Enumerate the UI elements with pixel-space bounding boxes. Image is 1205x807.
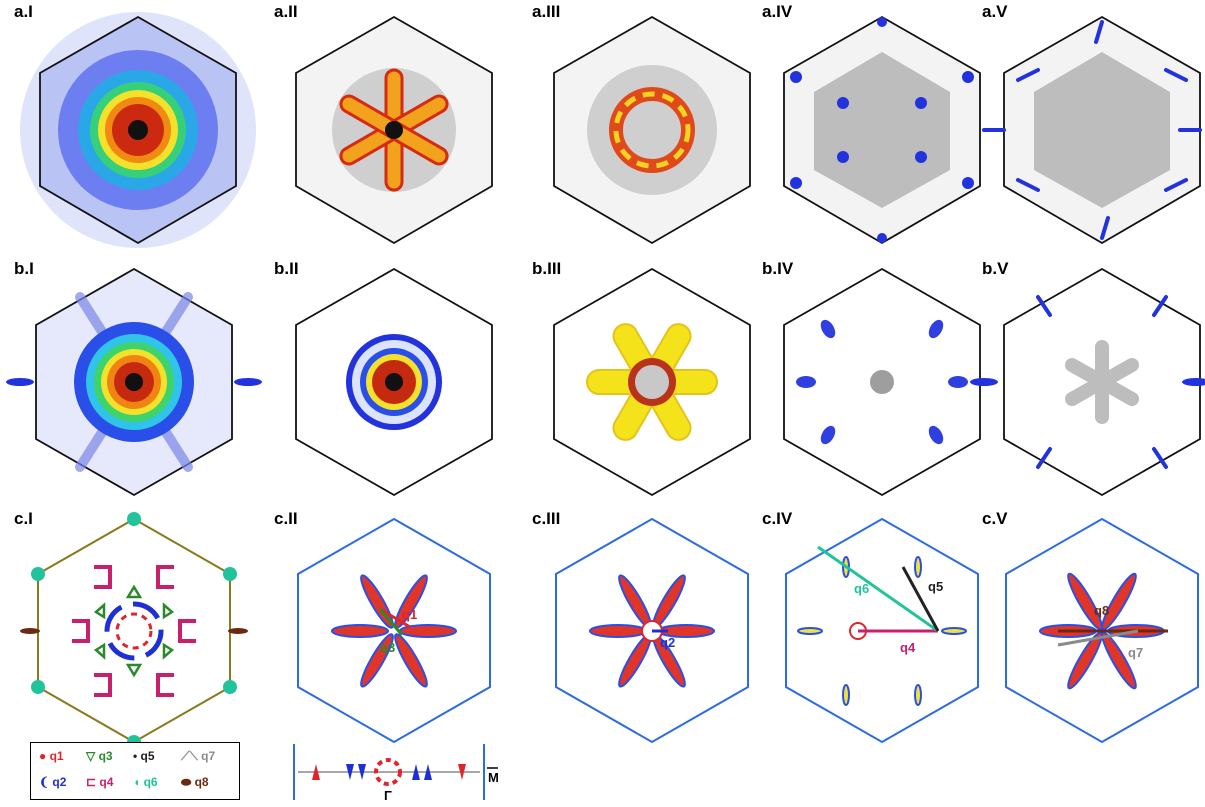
panel-label: a.I: [14, 2, 33, 21]
panel-a-V: a.V: [978, 0, 1203, 245]
panel-b-I: b.I: [6, 257, 262, 502]
strip-diagram: Γ M: [293, 744, 499, 803]
panel-label: b.IV: [762, 259, 794, 278]
panel-b-IV: b.IV: [758, 257, 983, 502]
legend-q1-icon: ●: [39, 749, 47, 763]
panel-label: a.IV: [762, 2, 793, 21]
panel-b-II: b.II: [270, 257, 495, 502]
spin-texture-strip: Γ M: [288, 742, 508, 803]
legend-q8-icon: ⬬: [181, 775, 192, 789]
panel-b-V: b.V: [970, 257, 1205, 502]
vector-label-q7: q7: [1128, 645, 1143, 660]
map-b-III: [553, 267, 751, 497]
panel-c-IV: c.IV q4 q6 q5: [758, 507, 983, 752]
legend-q2: ❨ q2: [39, 775, 66, 789]
panel-a-I: a.I: [10, 0, 256, 248]
panel-label: b.V: [982, 259, 1009, 278]
panel-c-I: c.I: [10, 507, 248, 752]
panel-label: b.III: [532, 259, 562, 278]
legend-q2-label: q2: [52, 775, 67, 789]
schematic-c-IV: q4 q6 q5: [785, 517, 979, 744]
legend-q6-icon: ◖: [133, 775, 141, 789]
legend-q7-label: q7: [201, 749, 216, 763]
panel-label: c.I: [14, 509, 33, 528]
panel-label: c.IV: [762, 509, 793, 528]
schematic-c-III: q2: [555, 517, 749, 744]
legend-q4: ⊏ q4: [86, 775, 113, 789]
legend-q3-label: q3: [98, 749, 113, 763]
panel-label: a.III: [532, 2, 561, 21]
map-a-II: [295, 15, 493, 245]
map-a-III: [553, 15, 751, 245]
map-a-IV: [783, 15, 981, 245]
panel-label: b.I: [14, 259, 34, 278]
legend-q7-icon: ⟋⟍: [181, 749, 198, 763]
map-b-I: [6, 267, 262, 497]
legend-q1-label: q1: [49, 749, 64, 763]
legend-q6: ◖ q6: [133, 775, 158, 789]
panel-label: b.II: [274, 259, 299, 278]
legend-q5-icon: •: [133, 749, 138, 763]
legend-q3: ▽ q3: [86, 749, 113, 763]
legend-q4-label: q4: [99, 775, 114, 789]
vector-label-q5: q5: [928, 579, 943, 594]
vector-label-q1: q1: [402, 607, 417, 622]
panel-c-II: c.II q1 q3: [270, 507, 495, 752]
legend-q4-icon: ⊏: [86, 775, 97, 789]
schematic-c-V: q8 q7: [1005, 517, 1199, 744]
panel-label: c.V: [982, 509, 1008, 528]
map-b-V: [970, 267, 1205, 497]
legend-q2-icon: ❨: [39, 775, 50, 789]
legend-q8-label: q8: [194, 775, 209, 789]
panel-label: a.II: [274, 2, 298, 21]
legend-q6-label: q6: [143, 775, 158, 789]
legend-q5: • q5: [133, 749, 155, 763]
legend-q8: ⬬ q8: [181, 775, 209, 790]
map-b-IV: [783, 267, 981, 497]
vector-label-q2: q2: [660, 635, 675, 650]
vector-label-q3: q3: [380, 640, 395, 655]
legend: ● q1 ▽ q3 • q5 ⟋⟍ q7 ❨ q2 ⊏ q4 ◖ q6 ⬬ q8: [30, 742, 240, 800]
schematic-c-II: q1 q3: [297, 517, 491, 744]
strip-m: M: [488, 770, 499, 785]
panel-label: a.V: [982, 2, 1008, 21]
legend-q3-icon: ▽: [86, 749, 96, 763]
vector-label-q4: q4: [900, 640, 916, 655]
strip-gamma: Γ: [384, 788, 392, 802]
legend-q7: ⟋⟍ q7: [181, 749, 215, 764]
panel-b-III: b.III: [528, 257, 753, 502]
vector-label-q6: q6: [854, 581, 869, 596]
legend-q5-label: q5: [140, 749, 155, 763]
schematic-c-I: [20, 512, 248, 749]
panel-c-III: c.III q2: [528, 507, 753, 752]
legend-q1: ● q1: [39, 749, 64, 763]
panel-c-V: c.V q8 q7: [978, 507, 1203, 752]
map-b-II: [295, 267, 493, 497]
map-a-I: [20, 12, 256, 248]
vector-label-q8: q8: [1094, 603, 1109, 618]
panel-a-III: a.III: [528, 0, 753, 245]
map-a-V: [982, 15, 1202, 245]
panel-label: c.II: [274, 509, 298, 528]
panel-label: c.III: [532, 509, 561, 528]
panel-a-II: a.II: [270, 0, 495, 245]
panel-a-IV: a.IV: [758, 0, 983, 245]
